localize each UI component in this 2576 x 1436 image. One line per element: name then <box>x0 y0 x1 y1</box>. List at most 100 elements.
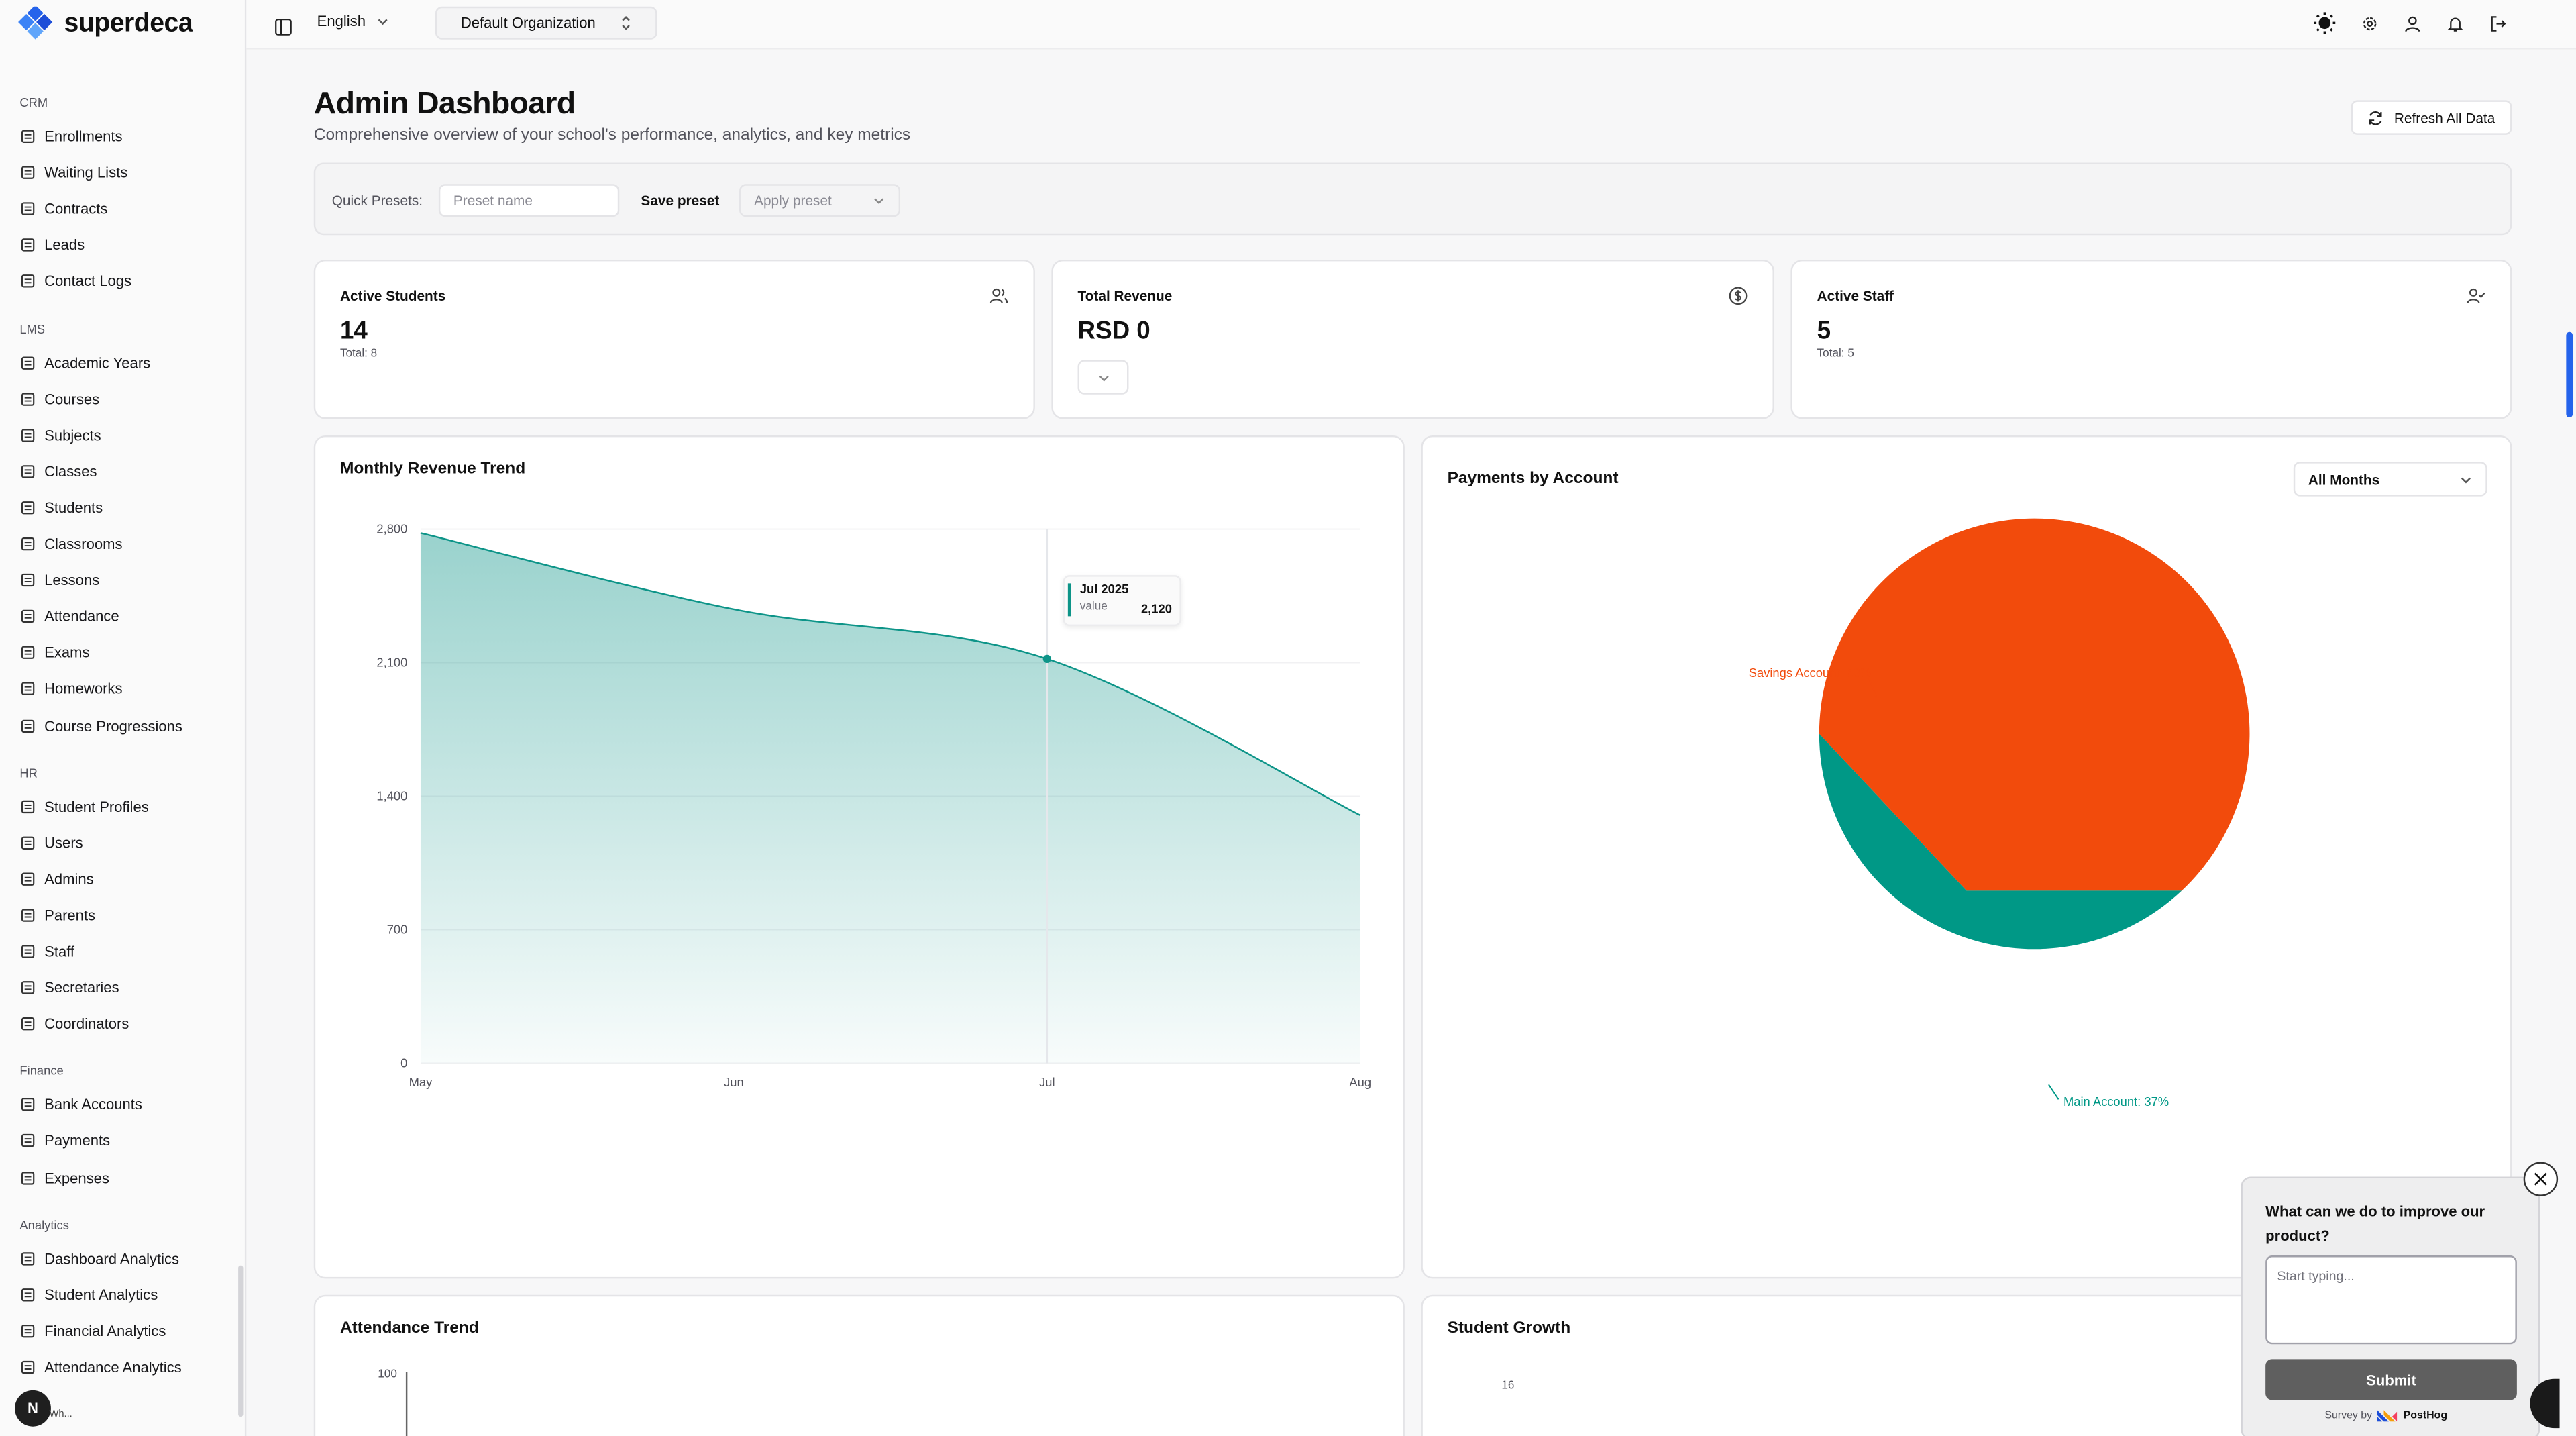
bell-icon[interactable] <box>2447 14 2465 32</box>
attendance-y-axis <box>405 1372 408 1436</box>
gear-icon[interactable] <box>2361 14 2379 32</box>
refresh-all-button[interactable]: Refresh All Data <box>2351 100 2512 135</box>
sidebar-item-financial-analytics[interactable]: Financial Analytics <box>19 1319 166 1342</box>
sidebar-item-students[interactable]: Students <box>19 496 103 519</box>
sidebar-item-attendance[interactable]: Attendance <box>19 605 119 628</box>
survey-submit-button[interactable]: Submit <box>2265 1359 2517 1400</box>
months-filter-select[interactable]: All Months <box>2293 462 2487 497</box>
monthly-revenue-chart[interactable]: 0 700 1,400 2,100 2,800 May Jun Jul Aug <box>315 437 1406 1280</box>
tooltip-key: value <box>1079 601 1108 613</box>
sidebar-item-label: Waiting Lists <box>44 164 128 181</box>
coordinators-icon <box>19 1016 36 1032</box>
payments-pie-chart[interactable]: Savings Account: 63% Main Account: 37% <box>1423 437 2514 1280</box>
chevron-down-icon <box>874 198 884 205</box>
save-preset-button[interactable]: Save preset <box>627 184 733 217</box>
sidebar-item-subjects[interactable]: Subjects <box>19 423 101 446</box>
organization-select[interactable]: Default Organization <box>435 6 657 40</box>
currency-dropdown[interactable] <box>1077 360 1129 395</box>
brand[interactable]: superdeca <box>18 6 193 43</box>
tooltip-value: 2,120 <box>1140 601 1172 616</box>
sidebar-item-label: Leads <box>44 237 85 254</box>
users-icon <box>989 288 1008 304</box>
stat-title: Active Students <box>339 287 446 305</box>
page-scrollbar[interactable] <box>2566 331 2573 418</box>
sidebar-item-label: Student Profiles <box>44 798 149 815</box>
tooltip-point <box>1042 654 1051 663</box>
sidebar-item-label: Admins <box>44 870 94 887</box>
sidebar-item-coordinators[interactable]: Coordinators <box>19 1013 129 1035</box>
sidebar-scrollbar[interactable] <box>238 1265 244 1417</box>
sidebar-item-student-profiles[interactable]: Student Profiles <box>19 794 149 817</box>
sidebar-item-expenses[interactable]: Expenses <box>19 1166 109 1189</box>
sidebar-item-label: Attendance Analytics <box>44 1359 182 1376</box>
language-select[interactable]: English <box>317 13 389 30</box>
sidebar-item-homeworks[interactable]: Homeworks <box>19 678 122 701</box>
logout-icon[interactable] <box>2489 14 2507 32</box>
sidebar-section-lms: LMS <box>19 321 46 336</box>
secretaries-icon <box>19 980 36 996</box>
sun-icon[interactable] <box>2313 11 2336 34</box>
language-label: English <box>317 13 366 30</box>
sidebar-item-lessons[interactable]: Lessons <box>19 569 99 592</box>
revenue-tooltip: Jul 2025 value 2,120 <box>1063 575 1182 627</box>
sidebar-item-student-analytics[interactable]: Student Analytics <box>19 1283 158 1306</box>
sidebar-toggle-icon[interactable] <box>274 15 292 44</box>
sidebar-item-payments[interactable]: Payments <box>19 1129 110 1152</box>
enrollments-icon <box>19 128 36 144</box>
apply-preset-select[interactable]: Apply preset <box>739 184 901 217</box>
preset-name-input[interactable]: Preset name <box>438 184 620 217</box>
survey-by-prefix: Survey by <box>2324 1410 2373 1422</box>
sidebar-section-analytics: Analytics <box>19 1217 69 1232</box>
sidebar-item-course-progressions[interactable]: Course Progressions <box>19 714 182 737</box>
attendance-trend-title: Attendance Trend <box>339 1319 479 1338</box>
sidebar-item-courses[interactable]: Courses <box>19 387 99 410</box>
sidebar-section-finance: Finance <box>19 1064 64 1079</box>
sidebar-item-users[interactable]: Users <box>19 831 83 854</box>
sidebar-item-label: Dashboard Analytics <box>44 1249 180 1267</box>
sidebar-item-academic-years[interactable]: Academic Years <box>19 351 150 374</box>
sidebar-item-bank-accounts[interactable]: Bank Accounts <box>19 1093 142 1116</box>
tooltip-label: Jul 2025 <box>1079 581 1129 597</box>
attendance-analytics-icon <box>19 1359 36 1375</box>
sidebar-item-staff[interactable]: Staff <box>19 940 74 963</box>
parents-icon <box>19 907 36 923</box>
payments-icon <box>19 1133 36 1149</box>
sidebar-item-exams[interactable]: Exams <box>19 642 90 664</box>
sidebar-item-waiting-lists[interactable]: Waiting Lists <box>19 161 127 184</box>
sidebar-item-secretaries[interactable]: Secretaries <box>19 976 119 999</box>
student-analytics-icon <box>19 1286 36 1302</box>
survey-textarea[interactable]: Start typing... <box>2265 1255 2517 1345</box>
months-filter-label: All Months <box>2308 470 2380 488</box>
homeworks-icon <box>19 681 36 697</box>
revenue-line <box>420 532 1361 817</box>
sidebar-item-contracts[interactable]: Contracts <box>19 197 107 220</box>
survey-credit: Survey by PostHog <box>2324 1410 2447 1422</box>
y-tick-label: 2,100 <box>376 656 407 670</box>
brand-name: superdeca <box>64 9 193 38</box>
financial-analytics-icon <box>19 1323 36 1339</box>
pie-label-leader <box>1867 675 1877 697</box>
sidebar-item-admins[interactable]: Admins <box>19 868 94 890</box>
sidebar-item-attendance-analytics[interactable]: Attendance Analytics <box>19 1355 182 1378</box>
apply-preset-label: Apply preset <box>754 192 832 209</box>
survey-close-button[interactable] <box>2523 1162 2559 1196</box>
stat-card-active-staff: Active Staff 5 Total: 5 <box>1790 259 2512 419</box>
chevron-down-icon <box>377 19 387 25</box>
payments-by-account-title: Payments by Account <box>1447 470 1619 489</box>
user-icon[interactable] <box>2404 14 2422 32</box>
sidebar-item-classrooms[interactable]: Classrooms <box>19 532 122 555</box>
sidebar-item-leads[interactable]: Leads <box>19 234 85 256</box>
avatar[interactable]: N <box>15 1390 51 1427</box>
sidebar-item-contact-logs[interactable]: Contact Logs <box>19 270 131 293</box>
monthly-revenue-title: Monthly Revenue Trend <box>339 460 526 478</box>
y-tick-label: 2,800 <box>376 522 407 536</box>
sidebar-item-classes[interactable]: Classes <box>19 460 97 482</box>
pie-slice-main-account[interactable] <box>1819 733 2182 950</box>
pie-slice-savings-account[interactable] <box>1819 518 2250 891</box>
sidebar-item-parents[interactable]: Parents <box>19 904 95 927</box>
sidebar-item-enrollments[interactable]: Enrollments <box>19 125 123 148</box>
sidebar-item-dashboard-analytics[interactable]: Dashboard Analytics <box>19 1247 179 1270</box>
stat-value: 14 <box>339 317 368 346</box>
academic-years-icon <box>19 354 36 370</box>
chevron-down-icon <box>2461 476 2471 483</box>
